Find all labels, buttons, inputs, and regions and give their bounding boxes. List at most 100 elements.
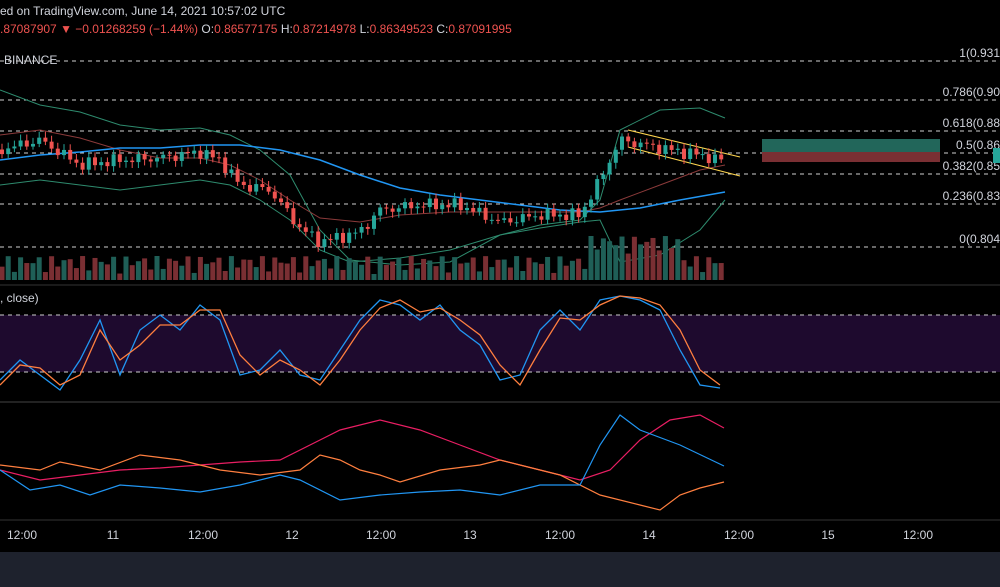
candle xyxy=(471,207,476,212)
volume-bar xyxy=(266,271,272,280)
candle xyxy=(589,199,593,207)
volume-bar xyxy=(278,262,284,280)
volume-bar xyxy=(24,263,30,280)
volume-bar xyxy=(439,256,445,280)
volume-bar xyxy=(483,256,489,280)
volume-bar xyxy=(352,261,358,280)
candle xyxy=(62,149,66,156)
candle xyxy=(142,154,147,160)
candle xyxy=(260,184,265,188)
volume-bar xyxy=(693,256,699,280)
candle xyxy=(24,140,29,147)
volume-bar xyxy=(706,257,712,280)
candle xyxy=(173,155,178,161)
time-label: 12 xyxy=(285,528,299,542)
volume-bar xyxy=(532,262,538,280)
candles xyxy=(0,131,724,280)
candle xyxy=(43,137,48,142)
volume-bar xyxy=(0,266,5,280)
volume-bar xyxy=(67,259,73,280)
volume-bar xyxy=(297,272,303,280)
candle xyxy=(55,148,60,156)
candle xyxy=(551,209,556,217)
volume-bar xyxy=(179,265,185,280)
change: ▼ −0.01268259 (−1.44%) xyxy=(60,22,198,36)
candle xyxy=(496,219,500,221)
volume-bar xyxy=(669,248,675,280)
volume-bar xyxy=(458,263,464,280)
volume-bar xyxy=(36,257,42,280)
candle xyxy=(632,141,637,148)
time-label: 11 xyxy=(107,528,120,542)
candle xyxy=(86,157,91,170)
volume-bar xyxy=(123,256,129,280)
stoch-k xyxy=(0,295,721,391)
candle xyxy=(403,202,407,209)
candle xyxy=(378,207,383,216)
candle xyxy=(626,136,631,142)
o-label: O: xyxy=(201,22,214,36)
volume-bar xyxy=(148,269,154,280)
volume-bar xyxy=(340,269,346,280)
volume-bar xyxy=(489,267,495,280)
volume-bar xyxy=(160,268,166,280)
candle xyxy=(204,150,209,159)
volume-bar xyxy=(445,272,451,280)
candle xyxy=(328,239,333,241)
candle xyxy=(390,208,395,212)
volume-bar xyxy=(613,245,619,280)
l-value: 0.86349523 xyxy=(370,22,434,36)
volume-bar xyxy=(427,260,433,280)
candle xyxy=(706,154,711,164)
volume-bar xyxy=(576,258,582,280)
candle xyxy=(347,232,352,243)
volume-bar xyxy=(204,263,210,280)
volume-bar xyxy=(346,258,352,280)
candle xyxy=(694,148,699,155)
candle xyxy=(229,169,234,174)
time-axis: 12:00 11 12:00 12 12:00 13 12:00 14 12:00 15 12:00 xyxy=(7,528,933,542)
candle xyxy=(80,162,85,170)
candle xyxy=(663,145,668,154)
candle xyxy=(508,218,513,223)
candle xyxy=(210,150,215,158)
volume-bar xyxy=(92,257,98,280)
volume-bar xyxy=(86,270,92,280)
candle xyxy=(502,218,507,220)
volume-bar xyxy=(600,238,606,280)
volume-bar xyxy=(383,264,389,280)
volume-bar xyxy=(30,263,36,280)
candle xyxy=(93,157,97,166)
stoch-d xyxy=(0,295,721,387)
volume-bar xyxy=(700,272,706,280)
candle xyxy=(545,209,550,220)
candle xyxy=(409,202,414,209)
candle xyxy=(124,160,128,162)
candle xyxy=(334,232,339,240)
c-label: C: xyxy=(436,22,448,36)
candle xyxy=(279,198,283,203)
bottom-toolbar xyxy=(0,552,1000,587)
candle xyxy=(297,224,302,228)
fib-label: 1(0.931 xyxy=(959,46,1000,60)
candle xyxy=(576,208,581,218)
volume-bar xyxy=(631,236,637,280)
volume-bar xyxy=(514,256,520,280)
candle xyxy=(415,206,420,209)
volume-bar xyxy=(377,256,383,280)
volume-bar xyxy=(42,272,48,280)
volume-bar xyxy=(173,260,179,280)
volume-bar xyxy=(334,256,340,280)
candle xyxy=(458,198,463,211)
volume-bar xyxy=(154,256,160,280)
volume-bar xyxy=(551,272,557,280)
volume-bar xyxy=(272,257,278,280)
volume-bar xyxy=(142,258,148,280)
time-label: 12:00 xyxy=(903,528,933,542)
stop-zone xyxy=(762,152,940,162)
volume-bar xyxy=(625,253,631,280)
exchange: BINANCE xyxy=(4,53,57,67)
candle xyxy=(105,162,110,167)
